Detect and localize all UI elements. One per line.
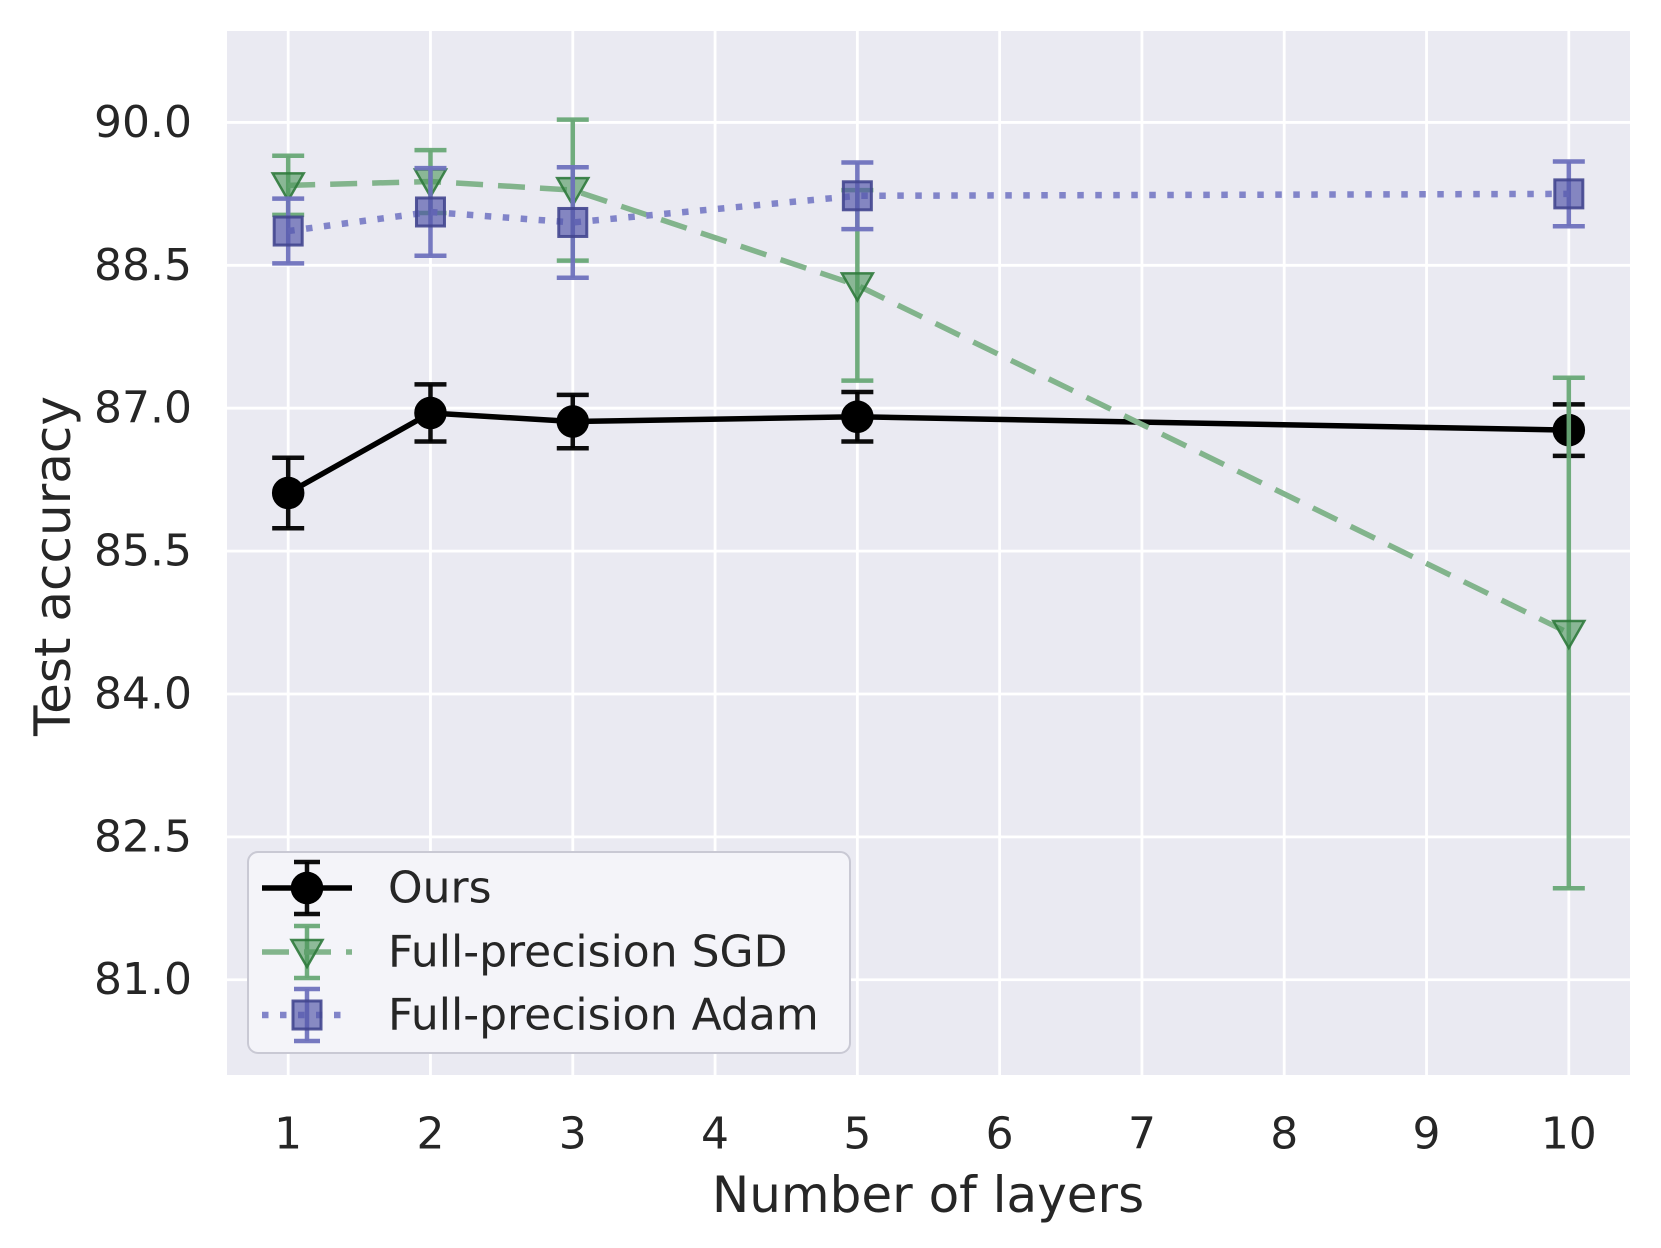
x-axis-title: Number of layers [712,1166,1144,1224]
y-tick-label: 82.5 [94,811,192,862]
legend-label-ours: Ours [388,863,492,914]
legend-marker-full-precision-sgd [289,938,325,970]
marker-full-precision-sgd [270,172,306,203]
x-tick-label: 2 [416,1109,444,1160]
marker-full-precision-sgd [1551,619,1587,651]
x-tick-label: 3 [559,1109,587,1160]
y-tick-label: 90.0 [94,97,192,148]
y-axis-title: Test accuracy [24,396,82,737]
legend-label-full-precision-adam: Full-precision Adam [388,990,819,1041]
marker-full-precision-adam [841,180,873,212]
series-line-full-precision-adam [287,190,1569,235]
legend-box [247,851,851,1054]
x-tick-label: 7 [1128,1109,1156,1160]
marker-full-precision-sgd [839,272,876,303]
legend-marker-full-precision-adam [291,999,323,1031]
legend-label-full-precision-sgd: Full-precision SGD [388,927,788,978]
x-tick-label: 4 [701,1109,729,1160]
marker-full-precision-adam [1553,178,1585,210]
x-tick-label: 10 [1541,1109,1597,1160]
x-tick-label: 8 [1270,1109,1298,1160]
x-tick-label: 6 [986,1109,1014,1160]
x-tick-label: 9 [1413,1109,1441,1160]
marker-ours [414,396,447,430]
y-tick-label: 84.0 [94,668,192,719]
marker-ours [841,400,874,434]
marker-ours [271,476,305,510]
tick-layer: 1 2 3 4 5 6 7 8 9 10 81.0 82.5 84.0 85.5 87.0 88.5 90.0 [94,97,1597,1160]
marker-full-precision-adam [557,206,589,238]
marker-ours [556,405,590,438]
y-tick-label: 85.5 [94,526,192,577]
series-full-precision-sgd [270,117,1587,891]
y-tick-label: 81.0 [94,954,192,1005]
legend-item-full-precision-sgd: Full-precision SGD [262,923,788,981]
marker-full-precision-adam [272,215,304,247]
x-tick-label: 5 [843,1109,871,1160]
x-tick-label: 1 [274,1109,302,1160]
legend-marker-ours [290,871,324,905]
series-full-precision-adam [272,159,1585,280]
legend: Ours Full-precision SGD Full-precision Ada… [247,851,851,1054]
y-tick-label: 88.5 [94,240,192,291]
legend-item-ours: Ours [262,859,492,917]
legend-item-full-precision-adam: Full-precision Adam [262,986,819,1044]
plot-layer: 1 2 3 4 5 6 7 8 9 10 81.0 82.5 84.0 85.5 87.0 88.5 90.0 O… [94,31,1630,1160]
y-tick-label: 87.0 [94,383,192,434]
series-line-full-precision-sgd [288,178,1571,636]
marker-full-precision-adam [414,196,446,228]
